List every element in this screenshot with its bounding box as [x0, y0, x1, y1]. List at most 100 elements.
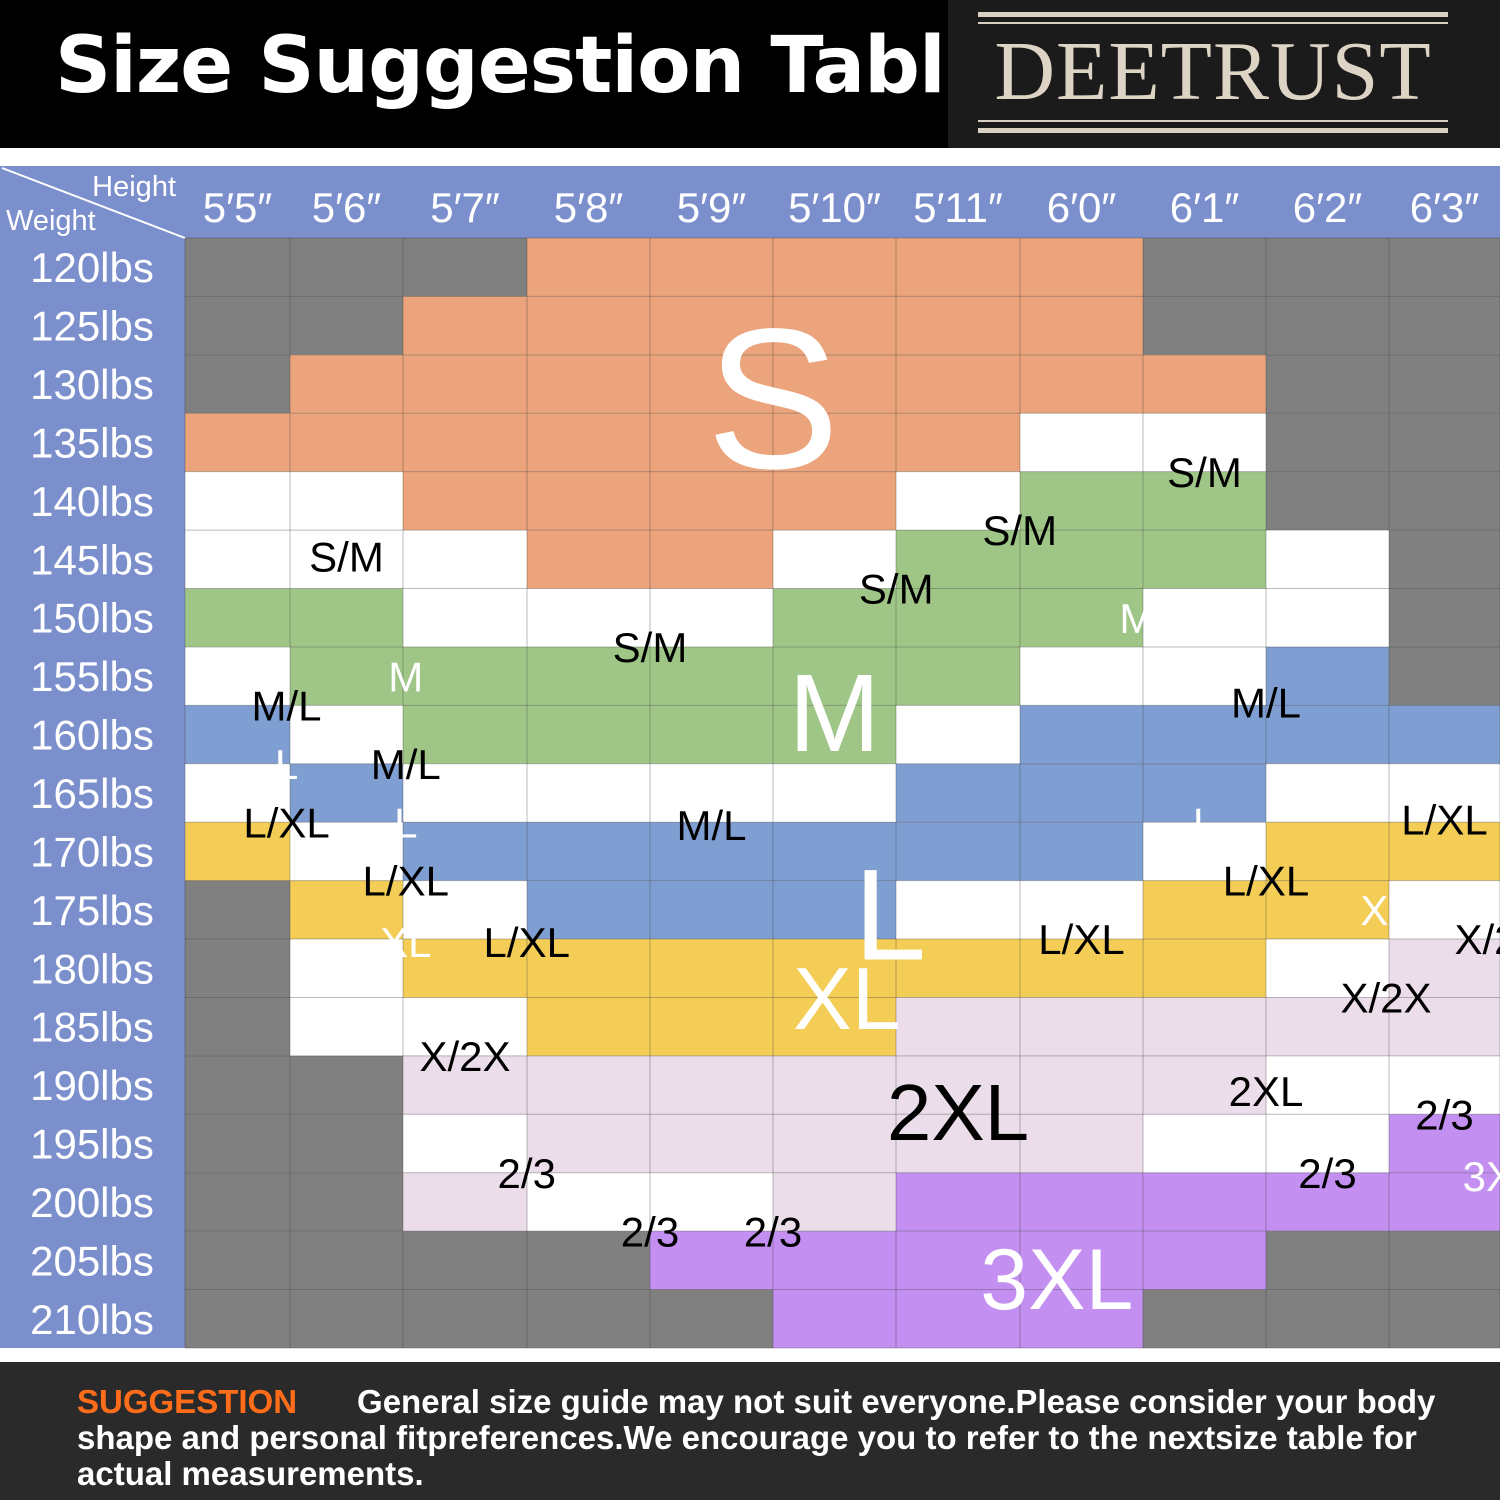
table-cell [773, 997, 896, 1056]
table-cell [185, 588, 290, 647]
table-cell [1143, 822, 1266, 881]
brand-top-rule [978, 12, 1448, 17]
table-cell [290, 822, 403, 881]
table-cell [896, 1172, 1020, 1232]
table-cell [1389, 296, 1500, 355]
table-cell [896, 471, 1020, 531]
table-cell [403, 939, 527, 998]
table-cell [1020, 997, 1143, 1056]
table-cell [290, 530, 403, 589]
table-cell [290, 588, 403, 647]
brand-logo-panel [948, 0, 1500, 148]
table-cell [1266, 354, 1389, 414]
table-cell [896, 763, 1020, 823]
table-cell [650, 1231, 773, 1290]
table-cell [1020, 413, 1143, 472]
table-cell [650, 822, 773, 881]
weight-axis-band [0, 166, 185, 1348]
size-cell-label: M/L [371, 741, 441, 788]
table-cell [527, 763, 650, 823]
size-cell-label: 3XL [1463, 1153, 1500, 1200]
corner-diagonal [1, 167, 186, 239]
table-cell [403, 1055, 527, 1115]
table-cell [1389, 471, 1500, 531]
column-header: 6′3″ [1410, 184, 1480, 231]
size-cell-label: L/XL [243, 799, 329, 846]
size-zone-label: M [789, 652, 881, 775]
table-cell [773, 646, 896, 706]
table-cell [896, 939, 1020, 998]
suggestion-label: SUGGESTION [77, 1383, 298, 1420]
column-header: 5′11″ [913, 184, 1003, 231]
table-cell [773, 1231, 896, 1290]
table-cell [1266, 1172, 1389, 1232]
table-cell [896, 354, 1020, 414]
table-cell [1389, 588, 1500, 647]
table-cell [896, 646, 1020, 706]
size-cell-label: 2XL [1229, 1068, 1304, 1115]
table-cell [403, 1172, 527, 1232]
size-cell-label: X/2X [1454, 916, 1500, 963]
table-cell [403, 354, 527, 414]
table-cell [185, 1172, 290, 1232]
row-header: 170lbs [30, 828, 154, 875]
table-cell [1143, 354, 1266, 414]
table-cell [403, 471, 527, 531]
table-cell [773, 939, 896, 998]
size-cell-label: S/M [613, 624, 688, 671]
table-cell [650, 238, 773, 297]
table-cell [1020, 471, 1143, 531]
table-cell [1266, 997, 1389, 1056]
table-cell [896, 1055, 1020, 1115]
table-cell [185, 939, 290, 998]
column-header: 5′8″ [554, 184, 624, 231]
table-cell [1020, 1289, 1143, 1348]
table-cell [1143, 1114, 1266, 1173]
table-cell [1020, 1172, 1143, 1232]
table-cell [527, 530, 650, 589]
table-cell [185, 238, 290, 297]
table-cell [1389, 763, 1500, 823]
table-cell [1389, 1055, 1500, 1115]
brand-bottom-rule-thin [978, 120, 1448, 122]
table-cell [650, 880, 773, 940]
table-cell [403, 705, 527, 764]
table-cell [1266, 1114, 1389, 1173]
table-cell [527, 413, 650, 472]
table-cell [403, 763, 527, 823]
row-header: 200lbs [30, 1179, 154, 1226]
table-cell [650, 1114, 773, 1173]
table-cell [1389, 530, 1500, 589]
table-cell [185, 880, 290, 940]
table-cell [1389, 822, 1500, 881]
table-cell [1266, 880, 1389, 940]
table-cell [650, 997, 773, 1056]
row-header: 155lbs [30, 653, 154, 700]
table-cell [185, 705, 290, 764]
table-cell [1020, 705, 1143, 764]
table-cell [527, 238, 650, 297]
table-cell [1266, 763, 1389, 823]
table-cell [290, 880, 403, 940]
table-cell [1389, 1289, 1500, 1348]
table-cell [773, 588, 896, 647]
table-cell [1389, 1114, 1500, 1173]
table-cell [1143, 939, 1266, 998]
size-zone-label: 3XL [980, 1232, 1133, 1328]
table-cell [185, 646, 290, 706]
table-cell [1389, 1231, 1500, 1290]
size-cell-label: L/XL [484, 919, 570, 966]
size-cell-label: L/XL [1038, 916, 1124, 963]
table-cell [527, 471, 650, 531]
column-header: 5′6″ [312, 184, 382, 231]
table-cell [1266, 705, 1389, 764]
table-cell [773, 1289, 896, 1348]
size-cell-label: L [394, 799, 417, 846]
table-cell [1266, 1055, 1389, 1115]
table-cell [290, 939, 403, 998]
table-cell [896, 1114, 1020, 1173]
table-cell [290, 413, 403, 472]
table-cell [650, 646, 773, 706]
table-cell [1143, 296, 1266, 355]
